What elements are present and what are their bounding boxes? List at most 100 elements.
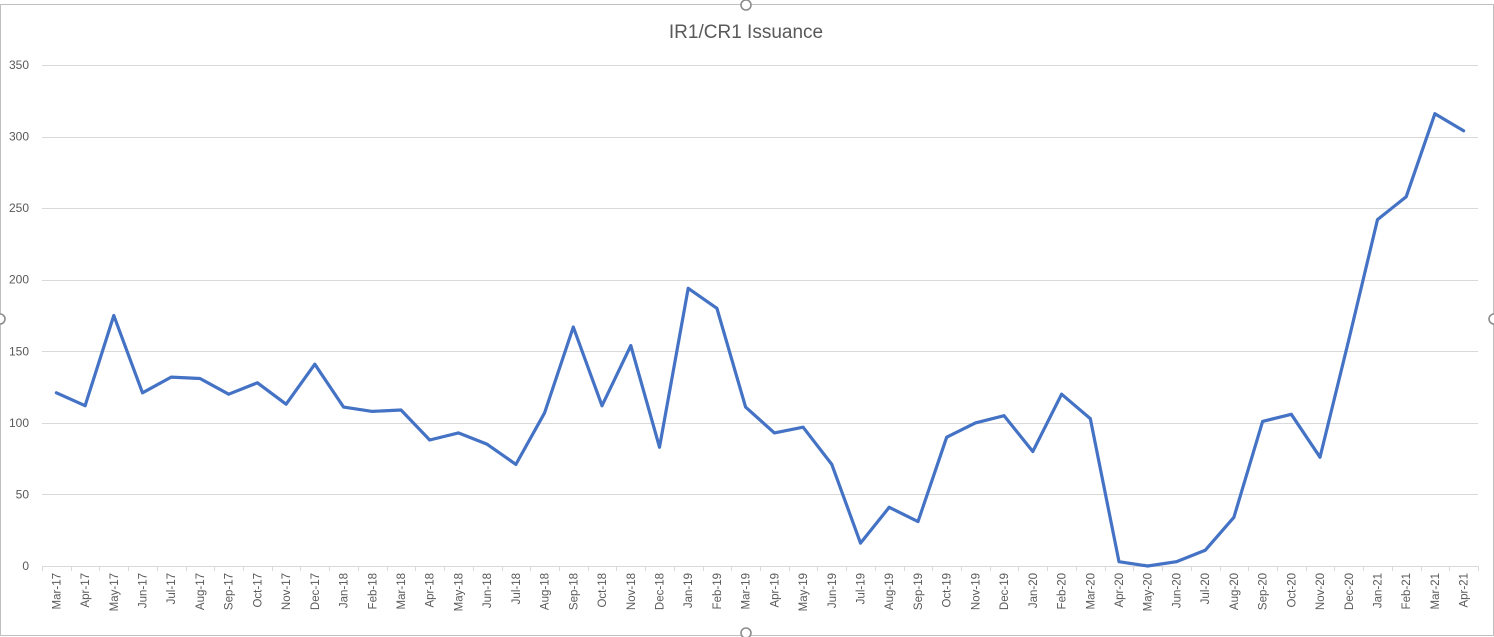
- data-point: [370, 410, 374, 413]
- data-point: [686, 286, 690, 290]
- x-tick-label: Jun-17: [138, 573, 150, 608]
- data-point: [1031, 450, 1035, 453]
- data-point: [916, 520, 920, 523]
- x-axis-tick-labels: Mar-17 Apr-17 May-17 Jun-17 Jul-17 Aug-17 Sep-…: [51, 573, 1470, 611]
- data-point: [1404, 195, 1408, 199]
- data-point: [1203, 548, 1207, 552]
- data-point: [514, 463, 518, 466]
- x-tick-label: Dec-17: [310, 573, 322, 610]
- resize-handle[interactable]: [740, 627, 752, 637]
- x-tick-label: Aug-17: [195, 573, 207, 610]
- x-tick-label: Oct-17: [252, 573, 264, 608]
- data-point: [1261, 420, 1264, 423]
- series-layer: [54, 112, 1466, 568]
- x-tick-label: Oct-19: [942, 573, 954, 608]
- x-tick-label: Mar-21: [1430, 573, 1442, 609]
- x-tick-label: May-20: [1143, 573, 1155, 611]
- x-tick-label: Jun-18: [482, 573, 494, 608]
- x-tick-label: Sep-17: [224, 573, 236, 610]
- x-tick-label: Feb-21: [1401, 573, 1413, 609]
- x-tick-label: Feb-18: [367, 573, 379, 609]
- data-point: [1060, 392, 1063, 396]
- data-point: [744, 405, 747, 409]
- resize-handle[interactable]: [1488, 313, 1494, 325]
- data-point: [945, 435, 949, 439]
- x-tick-label: Nov-19: [970, 573, 982, 610]
- data-point: [1318, 455, 1322, 459]
- x-tick-label: Sep-20: [1258, 573, 1270, 610]
- x-tick-label: Jul-17: [166, 573, 178, 604]
- y-tick-label: 300: [9, 130, 29, 144]
- data-point: [974, 421, 977, 425]
- x-tick-label: Oct-18: [597, 573, 609, 608]
- y-tick-label: 350: [9, 58, 29, 72]
- x-tick-label: Jul-18: [511, 573, 523, 604]
- data-point: [112, 314, 116, 317]
- y-tick-label: 150: [9, 344, 29, 358]
- data-point: [887, 505, 891, 509]
- data-point: [1376, 218, 1379, 222]
- x-tick-label: Jul-19: [856, 573, 868, 604]
- data-point: [428, 438, 432, 442]
- data-point: [1117, 560, 1121, 564]
- x-tick-label: Apr-18: [425, 573, 437, 608]
- series-line: [54, 112, 1466, 568]
- data-point: [715, 306, 719, 310]
- x-tick-label: Nov-17: [281, 573, 293, 610]
- data-point: [284, 402, 288, 406]
- x-tick-label: May-17: [109, 573, 121, 611]
- data-point: [256, 381, 259, 385]
- x-tick-label: Oct-20: [1286, 573, 1298, 608]
- data-point: [1175, 560, 1178, 564]
- x-tick-label: Apr-20: [1114, 573, 1126, 608]
- data-point: [1289, 412, 1293, 416]
- y-tick-label: 50: [16, 487, 30, 501]
- x-tick-label: Mar-18: [396, 573, 408, 609]
- x-tick-label: Apr-19: [769, 573, 781, 608]
- data-point: [399, 408, 403, 412]
- data-point: [198, 377, 202, 380]
- x-tick-label: Feb-20: [1057, 573, 1069, 609]
- data-point: [629, 344, 633, 347]
- x-tick-label: May-18: [453, 573, 465, 611]
- x-tick-label: Mar-17: [51, 573, 63, 609]
- x-tick-label: Feb-19: [712, 573, 724, 609]
- data-point: [801, 425, 805, 429]
- data-point: [83, 404, 87, 408]
- x-tick-label: Jan-18: [339, 573, 351, 608]
- data-point: [859, 541, 862, 545]
- y-tick-label: 200: [9, 273, 29, 287]
- resize-handle[interactable]: [0, 313, 6, 325]
- x-tick-label: Sep-19: [913, 573, 925, 610]
- chart-frame: [0, 4, 1494, 636]
- data-point: [543, 411, 546, 415]
- data-point: [600, 404, 604, 408]
- data-point: [1232, 515, 1236, 519]
- data-point: [342, 405, 345, 409]
- x-tick-label: Mar-20: [1085, 573, 1097, 609]
- x-tick-label: Dec-20: [1344, 573, 1356, 610]
- x-tick-label: Jan-21: [1372, 573, 1384, 608]
- x-tick-label: Apr-21: [1459, 573, 1471, 608]
- y-tick-label: 100: [9, 416, 29, 430]
- x-tick-label: Jan-20: [1028, 573, 1040, 608]
- resize-handle[interactable]: [740, 0, 752, 11]
- x-tick-label: May-19: [798, 573, 810, 611]
- x-tick-label: Dec-18: [654, 573, 666, 610]
- x-tick-label: Nov-20: [1315, 573, 1327, 610]
- data-point: [485, 442, 489, 446]
- x-tick-label: Aug-20: [1229, 573, 1241, 610]
- data-point: [227, 392, 231, 396]
- data-point: [141, 391, 144, 395]
- x-tick-label: Sep-18: [568, 573, 580, 610]
- data-point: [1433, 112, 1437, 116]
- x-tick-label: Jul-20: [1200, 573, 1212, 604]
- x-tick-label: Nov-18: [626, 573, 638, 610]
- chart-title: IR1/CR1 Issuance: [669, 22, 823, 43]
- x-tick-label: Dec-19: [999, 573, 1011, 610]
- y-tick-label: 250: [9, 201, 29, 215]
- data-point: [830, 463, 834, 466]
